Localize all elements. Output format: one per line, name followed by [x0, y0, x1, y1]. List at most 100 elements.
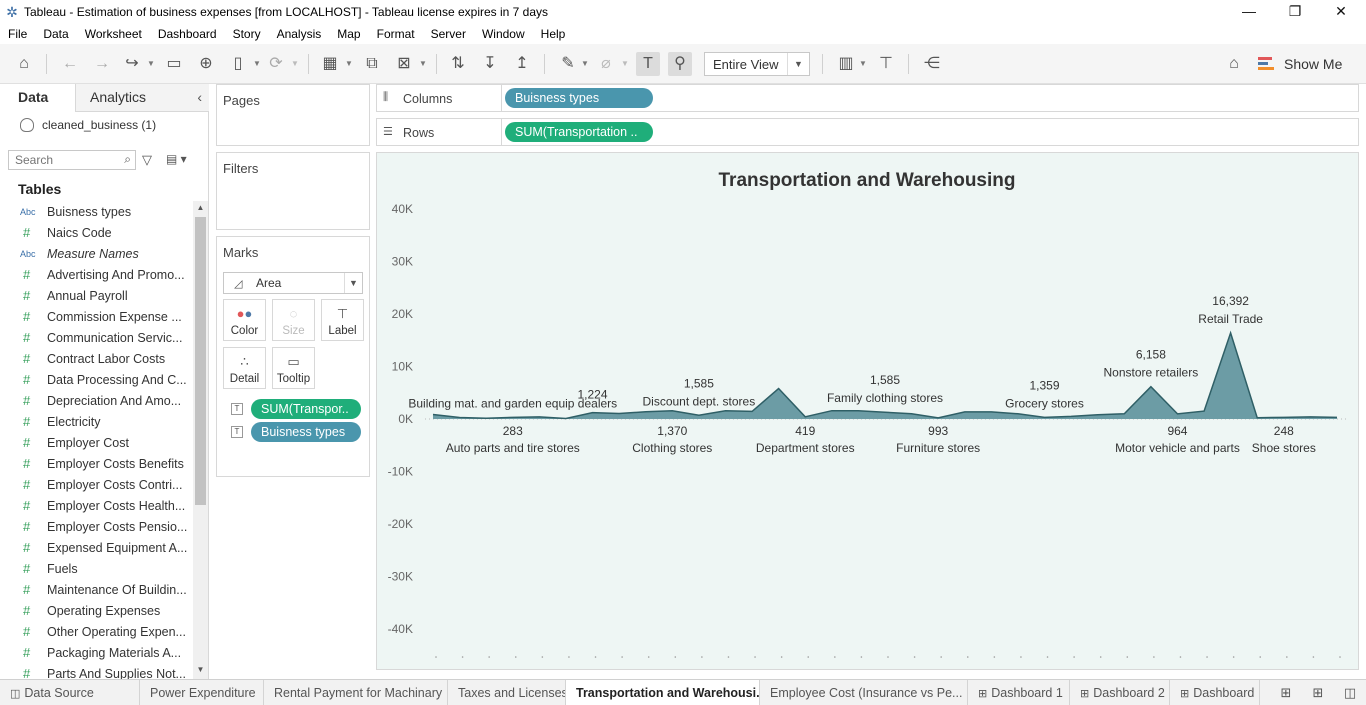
- columns-shelf[interactable]: ⫼ Columns Buisness types: [376, 84, 1359, 112]
- sort-ascending-icon[interactable]: ↧: [483, 55, 497, 72]
- fit-select[interactable]: Entire View ▼: [704, 52, 810, 76]
- refresh-icon[interactable]: ⟳: [269, 55, 283, 72]
- label-button[interactable]: ⊤ Label: [321, 299, 364, 341]
- menu-help[interactable]: Help: [540, 27, 566, 41]
- search-icon[interactable]: ⌕: [124, 152, 131, 166]
- replay-dropdown-icon[interactable]: ▼: [147, 59, 155, 68]
- new-dashboard-tab-icon[interactable]: ⊞: [1306, 680, 1330, 705]
- field-item[interactable]: # Parts And Supplies Not...: [0, 663, 192, 679]
- field-item[interactable]: # Employer Costs Benefits: [0, 453, 192, 474]
- field-list-scrollbar[interactable]: ▲ ▼: [193, 201, 208, 679]
- tooltip-button[interactable]: ▭ Tooltip: [272, 347, 315, 389]
- field-item[interactable]: # Electricity: [0, 411, 192, 432]
- field-item[interactable]: # Employer Cost: [0, 432, 192, 453]
- sort-descending-icon[interactable]: ↥: [515, 55, 529, 72]
- minimize-button[interactable]: —: [1242, 3, 1256, 19]
- field-item[interactable]: # Commission Expense ...: [0, 306, 192, 327]
- collapse-pane-icon[interactable]: ‹: [197, 89, 202, 105]
- datasource-item[interactable]: cleaned_business (1): [0, 112, 208, 138]
- save-icon[interactable]: ▭: [166, 55, 182, 72]
- pause-updates-icon[interactable]: ▯: [233, 55, 243, 72]
- show-me-button[interactable]: Show Me: [1258, 52, 1342, 76]
- show-cards-icon[interactable]: ▥: [838, 55, 854, 72]
- sheet-tab[interactable]: Transportation and Warehousi...: [566, 680, 760, 705]
- presentation-mode-icon[interactable]: ⊤: [879, 55, 893, 72]
- sheet-tab[interactable]: Rental Payment for Machinary: [264, 680, 448, 705]
- sheet-tab[interactable]: Power Expenditure: [140, 680, 264, 705]
- field-item[interactable]: # Employer Costs Contri...: [0, 474, 192, 495]
- field-item[interactable]: # Contract Labor Costs: [0, 348, 192, 369]
- detail-button[interactable]: ∴ Detail: [223, 347, 266, 389]
- scroll-down-icon[interactable]: ▼: [196, 665, 205, 674]
- replay-icon[interactable]: ↪: [125, 55, 139, 72]
- sheet-tab[interactable]: Employee Cost (Insurance vs Pe...: [760, 680, 968, 705]
- field-item[interactable]: # Packaging Materials A...: [0, 642, 192, 663]
- pages-card[interactable]: Pages: [216, 84, 370, 146]
- field-item[interactable]: Abc Buisness types: [0, 201, 192, 222]
- sheet-tab[interactable]: ⊞ Dashboard 1: [968, 680, 1070, 705]
- highlight-icon[interactable]: ✎: [561, 55, 575, 72]
- field-item[interactable]: # Communication Servic...: [0, 327, 192, 348]
- menu-window[interactable]: Window: [481, 27, 525, 41]
- redo-icon[interactable]: →: [94, 55, 110, 72]
- show-cards-dropdown-icon[interactable]: ▼: [859, 59, 867, 68]
- viz-area[interactable]: Transportation and Warehousing 40K 30K 20K 1…: [376, 152, 1359, 670]
- field-item[interactable]: # Operating Expenses: [0, 600, 192, 621]
- filters-card[interactable]: Filters: [216, 152, 370, 230]
- field-item[interactable]: # Depreciation And Amo...: [0, 390, 192, 411]
- mark-pill-dimension[interactable]: Buisness types: [251, 422, 361, 442]
- menu-worksheet[interactable]: Worksheet: [84, 27, 142, 41]
- sheet-tab[interactable]: Taxes and Licenses: [448, 680, 566, 705]
- rows-pill[interactable]: SUM(Transportation ..: [505, 122, 653, 142]
- mark-pill-measure[interactable]: SUM(Transpor..: [251, 399, 361, 419]
- close-button[interactable]: ✕: [1335, 3, 1347, 19]
- highlight-dropdown-icon[interactable]: ▼: [581, 59, 589, 68]
- tab-analytics[interactable]: Analytics: [76, 84, 209, 111]
- field-item[interactable]: # Annual Payroll: [0, 285, 192, 306]
- new-datasource-icon[interactable]: ⊕: [199, 55, 213, 72]
- field-item[interactable]: Abc Measure Names: [0, 243, 192, 264]
- group-members-icon[interactable]: ⌀: [601, 55, 611, 72]
- field-item[interactable]: # Advertising And Promo...: [0, 264, 192, 285]
- show-mark-labels-icon[interactable]: T: [636, 52, 660, 76]
- area-chart[interactable]: Transportation and Warehousing 40K 30K 20K 1…: [377, 153, 1358, 669]
- field-item[interactable]: # Fuels: [0, 558, 192, 579]
- search-input[interactable]: [9, 151, 113, 169]
- share-icon[interactable]: ⋲: [924, 55, 940, 72]
- clear-sheet-icon[interactable]: ⊠: [397, 55, 411, 72]
- sheet-tab[interactable]: ⊞ Dashboard 2: [1070, 680, 1170, 705]
- filter-icon[interactable]: ▽: [142, 152, 152, 167]
- sheet-tab[interactable]: ⊞ Dashboard: [1170, 680, 1260, 705]
- field-item[interactable]: # Employer Costs Pensio...: [0, 516, 192, 537]
- fix-axes-icon[interactable]: ⚲: [668, 52, 692, 76]
- field-item[interactable]: # Other Operating Expen...: [0, 621, 192, 642]
- restore-button[interactable]: ❐: [1288, 3, 1302, 19]
- duplicate-sheet-icon[interactable]: ⧉: [366, 55, 378, 72]
- menu-story[interactable]: Story: [232, 27, 261, 41]
- menu-dashboard[interactable]: Dashboard: [157, 27, 217, 41]
- view-options-icon[interactable]: ▤ ▾: [166, 152, 187, 166]
- mark-type-select[interactable]: ◿ Area ▼: [223, 272, 363, 294]
- sheet-tab[interactable]: ◫ Data Source: [0, 680, 140, 705]
- field-item[interactable]: # Data Processing And C...: [0, 369, 192, 390]
- undo-icon[interactable]: ←: [62, 55, 78, 72]
- new-worksheet-dropdown-icon[interactable]: ▼: [345, 59, 353, 68]
- field-item[interactable]: # Expensed Equipment A...: [0, 537, 192, 558]
- scroll-thumb[interactable]: [195, 217, 206, 505]
- menu-file[interactable]: File: [8, 27, 28, 41]
- swap-rows-columns-icon[interactable]: ⇅: [451, 55, 465, 72]
- pause-dropdown-icon[interactable]: ▼: [253, 59, 261, 68]
- field-item[interactable]: # Maintenance Of Buildin...: [0, 579, 192, 600]
- menu-server[interactable]: Server: [430, 27, 466, 41]
- field-item[interactable]: # Naics Code: [0, 222, 192, 243]
- group-dropdown-icon[interactable]: ▼: [621, 59, 629, 68]
- new-worksheet-tab-icon[interactable]: ⊞: [1274, 680, 1298, 705]
- color-button[interactable]: ●● Color: [223, 299, 266, 341]
- columns-pill[interactable]: Buisness types: [505, 88, 653, 108]
- scroll-up-icon[interactable]: ▲: [196, 203, 205, 212]
- menu-analysis[interactable]: Analysis: [276, 27, 322, 41]
- size-button[interactable]: ◌ Size: [272, 299, 315, 341]
- new-worksheet-icon[interactable]: ▦: [322, 55, 338, 72]
- field-item[interactable]: # Employer Costs Health...: [0, 495, 192, 516]
- home-icon[interactable]: ⌂: [19, 55, 29, 72]
